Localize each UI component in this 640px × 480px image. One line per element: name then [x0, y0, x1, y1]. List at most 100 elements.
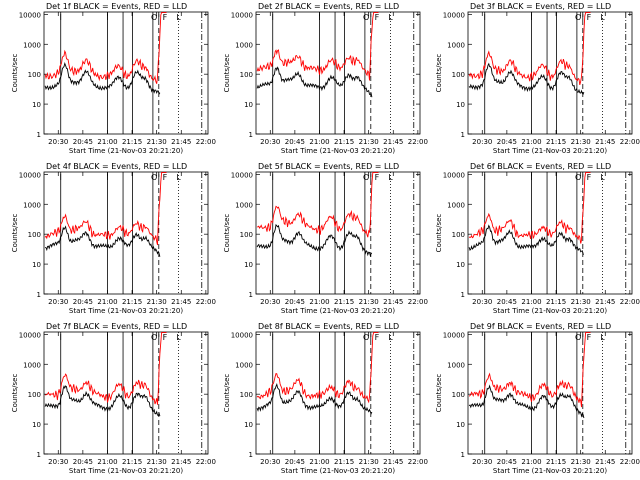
top-marker-symbol: F	[587, 173, 592, 182]
top-marker-symbol: F	[587, 333, 592, 342]
x-tick-label: 21:15	[546, 298, 566, 306]
x-axis-label: Start Time (21-Nov-03 20:21:20)	[281, 307, 395, 315]
y-tick-label: 1000	[447, 201, 465, 209]
y-tick-label: 1000	[23, 201, 41, 209]
y-tick-label: 1000	[23, 361, 41, 369]
top-marker-symbol: I	[60, 173, 62, 182]
panel-title: Det 7f BLACK = Events, RED = LLD	[46, 322, 187, 331]
y-tick-label: 10	[456, 101, 465, 109]
x-tick-label: 20:30	[472, 298, 492, 306]
top-marker-symbol: O	[151, 13, 157, 22]
x-axis-label: Start Time (21-Nov-03 20:21:20)	[493, 147, 607, 155]
y-tick-label: 1000	[447, 361, 465, 369]
x-tick-label: 21:00	[97, 138, 117, 146]
y-tick-label: 10	[32, 101, 41, 109]
events-series-line	[44, 62, 161, 95]
x-axis-label: Start Time (21-Nov-03 20:21:20)	[69, 307, 183, 315]
x-tick-label: 20:45	[285, 458, 305, 466]
x-tick-label: 20:30	[48, 138, 68, 146]
top-marker-symbol: L	[600, 13, 605, 22]
y-tick-label: 1	[461, 291, 465, 299]
x-tick-label: 21:30	[147, 458, 167, 466]
x-tick-label: 21:45	[171, 138, 191, 146]
top-marker-symbol: I	[318, 13, 320, 22]
x-tick-label: 21:45	[171, 298, 191, 306]
plot-frame	[43, 331, 209, 455]
panel-title: Det 9f BLACK = Events, RED = LLD	[470, 322, 611, 331]
top-marker-symbol: I	[530, 173, 532, 182]
events-series-line	[468, 384, 585, 419]
y-axis-label: Counts/sec	[435, 374, 443, 413]
y-tick-label: 10000	[231, 171, 253, 179]
top-marker-symbol: F	[163, 13, 168, 22]
y-tick-label: 10000	[19, 171, 41, 179]
y-tick-label: 10	[244, 261, 253, 269]
x-tick-label: 20:30	[472, 138, 492, 146]
detector-panel-4: Det 4f BLACK = Events, RED = LLD 1 10 100 10…	[11, 162, 216, 315]
top-marker-symbol: L	[388, 13, 393, 22]
y-tick-label: 100	[240, 391, 253, 399]
panel-title: Det 2f BLACK = Events, RED = LLD	[258, 2, 399, 11]
x-tick-label: 21:15	[122, 298, 142, 306]
plot-frame	[467, 11, 633, 135]
x-axis-label: Start Time (21-Nov-03 20:21:20)	[493, 467, 607, 475]
top-marker-symbol: I	[582, 13, 584, 22]
y-tick-label: 1	[249, 291, 253, 299]
x-tick-label: 21:45	[383, 298, 403, 306]
top-marker-symbol: I	[370, 13, 372, 22]
x-tick-label: 21:30	[359, 138, 379, 146]
x-tick-label: 21:00	[97, 298, 117, 306]
x-tick-label: 21:15	[122, 138, 142, 146]
panel-title: Det 6f BLACK = Events, RED = LLD	[470, 162, 611, 171]
x-tick-label: 22:00	[620, 298, 640, 306]
top-marker-symbol: I	[582, 333, 584, 342]
x-tick-label: 20:45	[285, 138, 305, 146]
x-tick-label: 21:30	[147, 298, 167, 306]
detector-panel-3: Det 3f BLACK = Events, RED = LLD 1 10 100 10…	[435, 2, 640, 155]
detector-panel-6: Det 6f BLACK = Events, RED = LLD 1 10 100 10…	[435, 162, 640, 315]
events-series-line	[256, 382, 373, 415]
y-tick-label: 10000	[19, 331, 41, 339]
top-marker-symbol: L	[388, 173, 393, 182]
y-tick-label: 100	[28, 391, 41, 399]
y-tick-label: 1	[37, 451, 41, 459]
x-tick-label: 21:30	[359, 298, 379, 306]
plot-frame	[43, 11, 209, 135]
y-tick-label: 1	[37, 291, 41, 299]
top-marker-symbol: L	[176, 333, 181, 342]
lld-series-line	[468, 332, 591, 408]
x-axis-label: Start Time (21-Nov-03 20:21:20)	[69, 467, 183, 475]
panel-title: Det 3f BLACK = Events, RED = LLD	[470, 2, 611, 11]
y-tick-label: 10	[32, 421, 41, 429]
x-tick-label: 20:45	[73, 458, 93, 466]
x-axis-label: Start Time (21-Nov-03 20:21:20)	[69, 147, 183, 155]
lld-series-line	[468, 172, 591, 244]
top-marker-symbol: F	[375, 173, 380, 182]
x-tick-label: 21:15	[122, 458, 142, 466]
x-tick-label: 22:00	[408, 458, 428, 466]
x-tick-label: 20:45	[73, 298, 93, 306]
top-marker-symbol: L	[176, 173, 181, 182]
panel-title: Det 8f BLACK = Events, RED = LLD	[258, 322, 399, 331]
plot-frame	[467, 331, 633, 455]
y-tick-label: 1	[461, 451, 465, 459]
x-tick-label: 21:15	[546, 458, 566, 466]
y-tick-label: 100	[452, 231, 465, 239]
y-tick-label: 100	[240, 231, 253, 239]
top-marker-symbol: I	[106, 13, 108, 22]
y-tick-label: 10000	[443, 171, 465, 179]
x-tick-label: 20:45	[73, 138, 93, 146]
y-tick-label: 10000	[231, 11, 253, 19]
y-tick-label: 1	[249, 451, 253, 459]
events-series-line	[44, 385, 161, 417]
y-tick-label: 10	[244, 101, 253, 109]
top-marker-symbol: I	[530, 13, 532, 22]
detector-panel-9: Det 9f BLACK = Events, RED = LLD 1 10 100 10…	[435, 322, 640, 475]
top-marker-symbol: I	[272, 173, 274, 182]
top-marker-symbol: I	[484, 173, 486, 182]
top-marker-symbol: O	[363, 13, 369, 22]
y-tick-label: 1000	[447, 41, 465, 49]
x-tick-label: 20:45	[497, 298, 517, 306]
x-axis-label: Start Time (21-Nov-03 20:21:20)	[281, 467, 395, 475]
y-tick-label: 1000	[235, 361, 253, 369]
